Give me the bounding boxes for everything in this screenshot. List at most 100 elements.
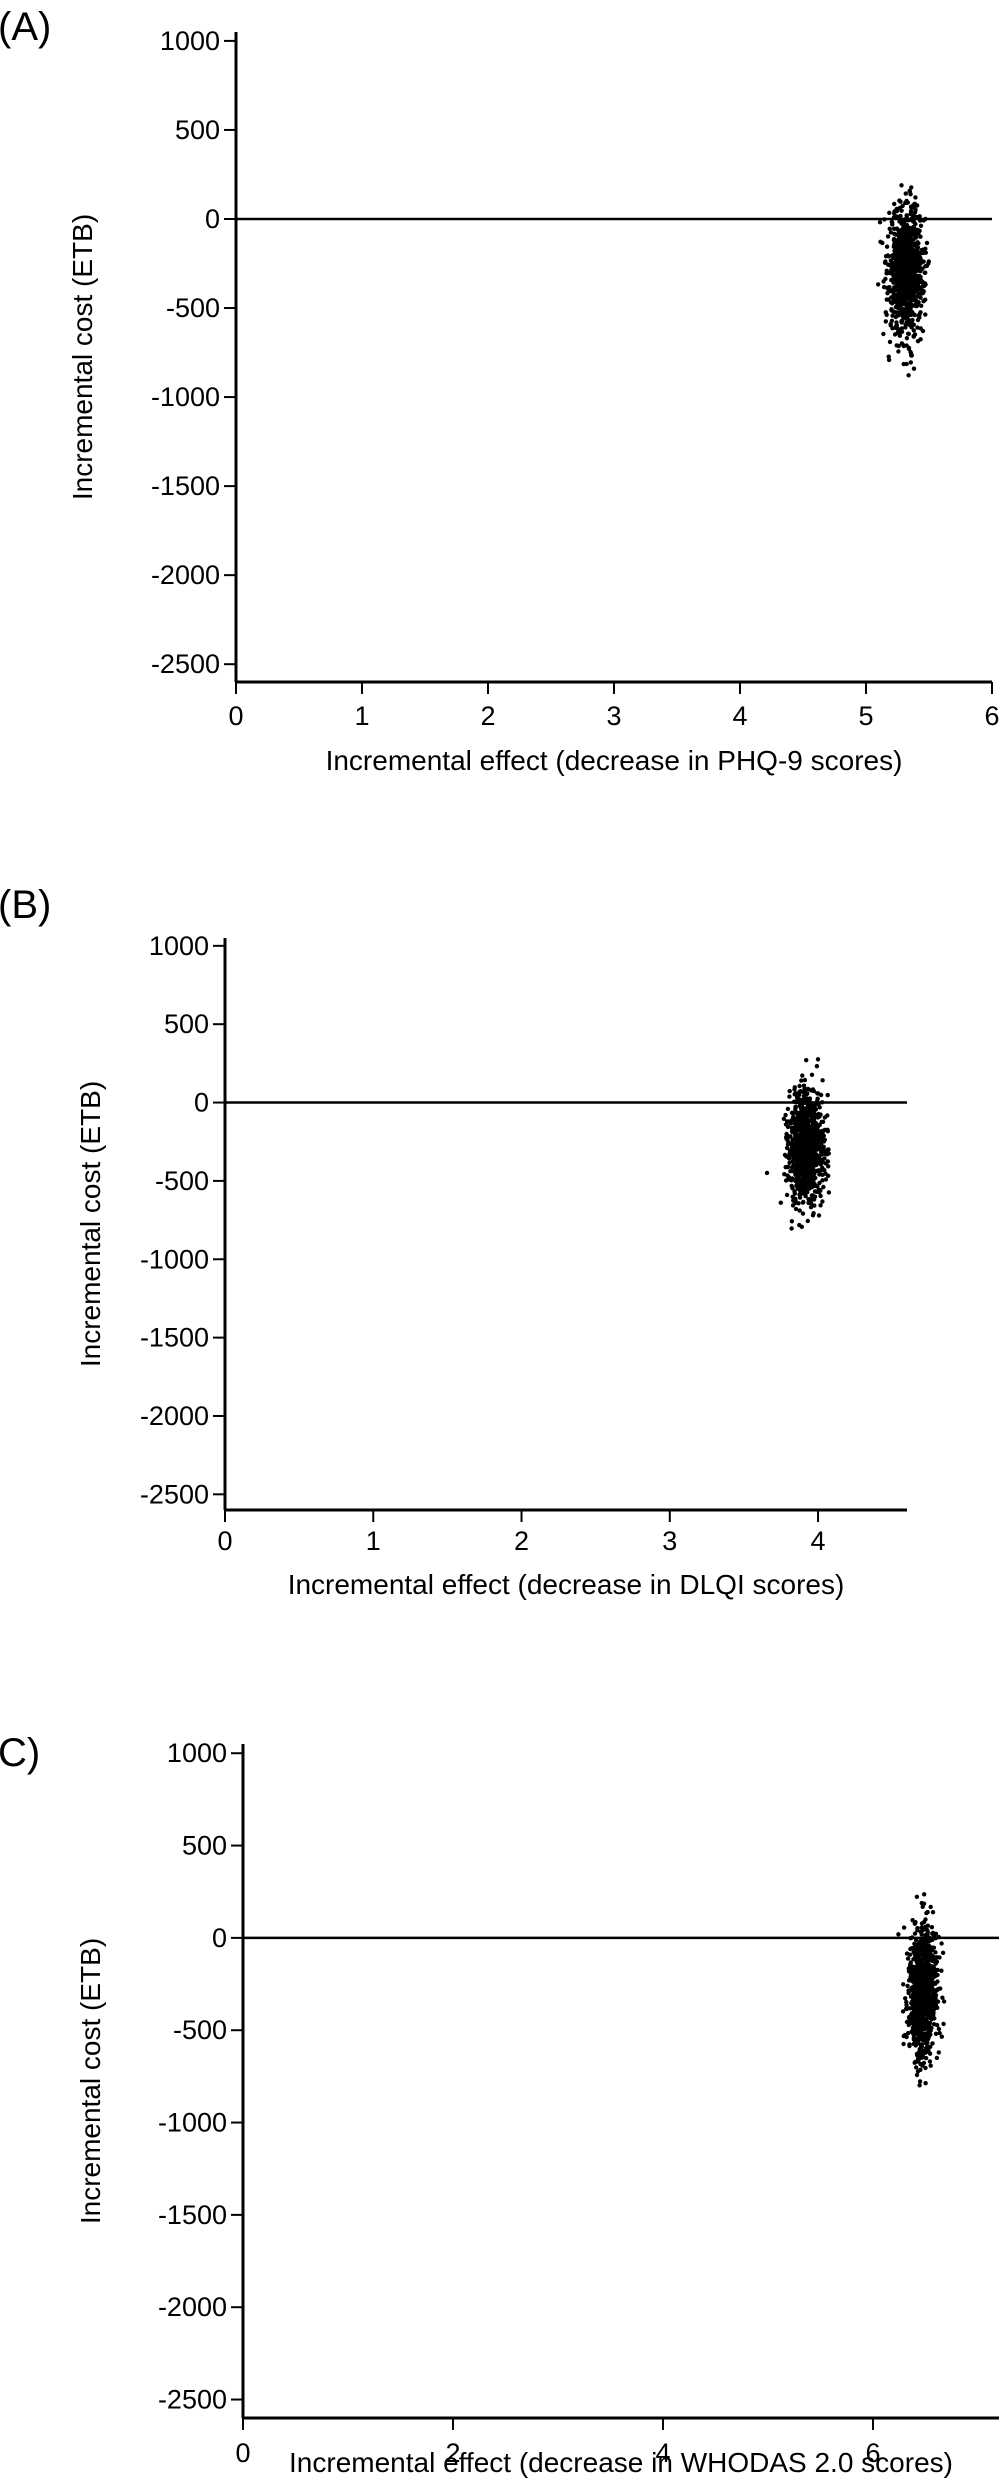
scatter-point — [899, 320, 904, 325]
scatter-point — [939, 2034, 944, 2039]
scatter-point — [818, 1193, 823, 1199]
y-tick-label: 500 — [182, 1831, 227, 1861]
scatter-point — [797, 1103, 802, 1108]
scatter-point — [933, 2031, 939, 2037]
scatter-point — [909, 353, 914, 358]
scatter-point — [915, 2024, 920, 2029]
scatter-point — [892, 248, 897, 253]
y-axis-title: Incremental cost (ETB) — [75, 1081, 106, 1367]
scatter-point — [822, 1148, 828, 1154]
scatter-point — [876, 282, 881, 287]
scatter-point — [922, 2011, 927, 2016]
scatter-point — [814, 1143, 819, 1148]
scatter-point — [926, 2029, 932, 2034]
scatter-point — [916, 1971, 921, 1976]
scatter-point — [928, 2063, 933, 2068]
scatter-point — [921, 1998, 926, 2003]
scatter-point — [912, 255, 917, 261]
scatter-point — [887, 210, 892, 215]
scatter-point — [877, 220, 883, 225]
scatter-point — [919, 1944, 924, 1949]
scatter-point — [909, 2021, 915, 2026]
scatter-point — [826, 1173, 831, 1179]
scatter-point — [907, 1968, 912, 1974]
scatter-point — [894, 226, 900, 231]
scatter-point — [895, 288, 900, 293]
scatter-point — [920, 1904, 925, 1910]
scatter-point — [929, 1925, 935, 1930]
y-axis-title: Incremental cost (ETB) — [75, 1938, 106, 2224]
scatter-point — [797, 1133, 802, 1138]
scatter-point — [923, 2081, 928, 2086]
scatter-point — [941, 2021, 946, 2027]
scatter-point — [917, 2079, 923, 2084]
scatter-point — [805, 1125, 811, 1130]
scatter-point — [782, 1172, 787, 1177]
x-tick-label: 0 — [228, 701, 243, 731]
scatter-point — [788, 1169, 793, 1174]
scatter-point — [796, 1139, 801, 1144]
scatter-point — [823, 1161, 828, 1166]
scatter-point — [917, 263, 922, 268]
scatter-point — [922, 281, 928, 286]
scatter-point — [792, 1156, 797, 1161]
scatter-point — [801, 1188, 807, 1193]
scatter-point — [807, 1157, 812, 1162]
y-tick-label: -2500 — [140, 1479, 209, 1509]
scatter-point — [923, 2065, 928, 2071]
scatter-point — [903, 279, 908, 284]
y-tick-label: 500 — [175, 115, 220, 145]
scatter-point — [801, 1119, 806, 1124]
scatter-point — [911, 366, 917, 371]
y-tick-label: -500 — [155, 1166, 209, 1196]
scatter-point — [899, 329, 905, 334]
scatter-point — [923, 2046, 929, 2051]
scatter-point — [799, 1177, 805, 1182]
scatter-point — [899, 326, 905, 331]
scatter-point — [916, 273, 921, 279]
scatter-point — [813, 1124, 818, 1129]
scatter-point — [797, 1208, 802, 1213]
scatter-point — [914, 2051, 920, 2057]
scatter-point — [919, 2042, 925, 2047]
scatter-point — [904, 336, 910, 341]
scatter-point — [816, 1213, 822, 1218]
scatter-point — [802, 1077, 808, 1083]
scatter-point — [914, 1980, 920, 1985]
scatter-point — [904, 302, 909, 308]
scatter-point — [928, 1999, 933, 2005]
scatter-point — [932, 2016, 937, 2021]
scatter-point — [784, 1145, 790, 1151]
scatter-point — [915, 300, 920, 306]
scatter-point — [819, 1145, 825, 1151]
scatter-point — [905, 200, 910, 205]
scatter-point — [820, 1178, 825, 1183]
x-tick-label: 4 — [655, 2438, 670, 2468]
scatter-point — [797, 1083, 802, 1089]
scatter-point — [924, 2022, 929, 2028]
x-tick-label: 3 — [606, 701, 621, 731]
scatter-point — [914, 2065, 919, 2070]
scatter-point — [808, 1147, 813, 1152]
x-tick-label: 0 — [235, 2438, 250, 2468]
scatter-point — [916, 277, 921, 282]
scatter-point — [890, 253, 896, 258]
scatter-point — [793, 1091, 798, 1096]
scatter-point — [900, 288, 906, 293]
scatter-point — [915, 2056, 921, 2062]
scatter-point — [820, 1199, 825, 1204]
scatter-point — [896, 343, 901, 349]
scatter-point — [918, 1963, 923, 1968]
scatter-point — [818, 1203, 823, 1208]
scatter-point — [920, 266, 925, 271]
scatter-point — [892, 209, 897, 214]
chart-panel-1: (A) 1000 500 0 -500 -1000 -1500 -2000 -2500 0 1 2 3 4… — [0, 5, 1000, 776]
scatter-point — [908, 217, 914, 222]
scatter-point — [908, 1936, 913, 1941]
scatter-point — [788, 1134, 793, 1139]
scatter-point — [804, 1058, 809, 1063]
scatter-point — [906, 282, 912, 287]
scatter-point — [923, 216, 928, 222]
scatter-point — [790, 1203, 796, 1208]
scatter-point — [934, 1959, 940, 1964]
